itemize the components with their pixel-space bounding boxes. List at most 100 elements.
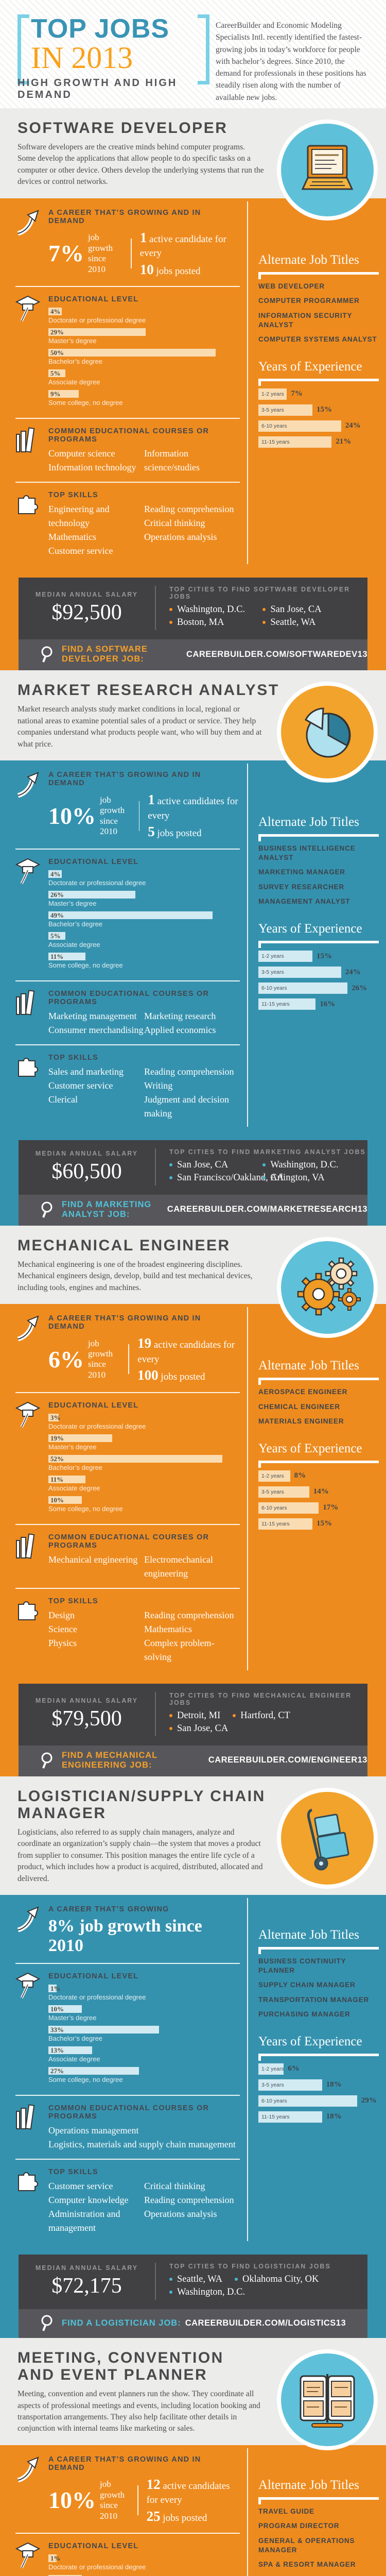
courses-col1: Mechanical engineering: [48, 1554, 138, 1565]
skills-label: TOP SKILLS: [48, 1053, 98, 1062]
divider: [137, 2485, 138, 2516]
cities-label: TOP CITIES TO FIND SOFTWARE DEVELOPER JO…: [169, 586, 350, 601]
laptop-icon: [277, 120, 378, 221]
education-label: EDUCATIONAL LEVEL: [48, 1972, 139, 1981]
underline: [258, 1378, 379, 1385]
underline: [258, 834, 379, 842]
underline: [258, 1947, 379, 1955]
growth-label: A CAREER THAT’S GROWING AND IN DEMAND: [48, 208, 201, 225]
candidates-stat: 1 active candidate for every 10 jobs pos…: [139, 229, 226, 277]
education-chart: 3% Doctorate or professional degree 19% Ma…: [48, 1413, 240, 1513]
find-job-link[interactable]: CAREERBUILDER.COM/SOFTWAREDEV13: [186, 649, 367, 659]
experience-chart: 1-2 years 7% 3-5 years 15% 6-10 years 24% 1…: [258, 388, 379, 448]
hand-truck-icon: [277, 1787, 378, 1889]
skills-label: TOP SKILLS: [48, 491, 98, 500]
graduation-cap-icon: [15, 1972, 41, 1999]
skills-label: TOP SKILLS: [48, 2168, 98, 2177]
section-market-research-analyst: MARKET RESEARCH ANALYST Market research …: [0, 670, 386, 1226]
skills-col2: Reading comprehension Mathematics Complex …: [144, 1609, 234, 1662]
section-mechanical-engineer: MECHANICAL ENGINEER Mechanical engineeri…: [0, 1225, 386, 1776]
growth-row: A CAREER THAT’S GROWING AND IN DEMAND 10…: [15, 764, 240, 848]
section-logistician-supply-chain-manager: LOGISTICIAN/SUPPLY CHAIN MANAGER Logisti…: [0, 1776, 386, 2338]
find-job-label: FIND A MARKETING ANALYST JOB:: [62, 1199, 152, 1219]
right-column: Alternate Job Titles BUSINESS INTELLIGEN…: [248, 815, 379, 1127]
skills-row: TOP SKILLS Customer service Computer know…: [15, 2161, 240, 2241]
education-row: EDUCATIONAL LEVEL 4% Doctorate or profess…: [15, 851, 240, 979]
section-description: Meeting, convention and event planners r…: [17, 2389, 260, 2433]
divider: [155, 586, 156, 631]
cities-label: TOP CITIES TO FIND MECHANICAL ENGINEER J…: [169, 1691, 352, 1706]
courses-row: COMMON EDUCATIONAL COURSES OR PROGRAMS M…: [15, 1526, 240, 1587]
cities-label: TOP CITIES TO FIND MARKETING ANALYST JOB…: [169, 1148, 366, 1156]
left-bracket-icon: [17, 14, 29, 84]
education-row: EDUCATIONAL LEVEL 1% Doctorate or profess…: [15, 2535, 240, 2576]
cities-list: Detroit, MI Hartford, CT San Jose, CA: [169, 1710, 367, 1736]
page-title-line1: TOP JOBS: [31, 14, 170, 44]
growth-arrow-icon: [15, 1905, 41, 1933]
divider: [130, 239, 132, 269]
underline: [258, 378, 379, 386]
underline: [258, 2053, 379, 2061]
growth-big-line: 8% job growth since 2010: [48, 1917, 202, 1956]
experience-chart: 1-2 years 15% 3-5 years 24% 6-10 years 26% …: [258, 951, 379, 1010]
courses-col1: Marketing management Consumer merchandisi…: [48, 1010, 144, 1035]
section-description: Logisticians, also referred to as supply…: [17, 1827, 263, 1883]
growth-label: A CAREER THAT’S GROWING AND IN DEMAND: [48, 771, 201, 788]
alt-titles-heading: Alternate Job Titles: [258, 815, 359, 829]
growth-label: A CAREER THAT’S GROWING AND IN DEMAND: [48, 1314, 201, 1331]
skills-col2: Reading comprehension Critical thinking Op…: [144, 504, 234, 543]
alt-titles-heading: Alternate Job Titles: [258, 1928, 359, 1942]
courses-col1: Computer science Information technology: [48, 448, 136, 473]
find-job-link[interactable]: CAREERBUILDER.COM/ENGINEER13: [208, 1755, 367, 1765]
growth-arrow-icon: [15, 771, 41, 798]
candidates-stat: 19 active candidates for every 100 jobs …: [137, 1335, 235, 1383]
underline: [258, 2497, 379, 2504]
books-icon: [15, 990, 41, 1015]
courses-row: COMMON EDUCATIONAL COURSES OR PROGRAMS C…: [15, 420, 240, 481]
skills-col2: Critical thinking Reading comprehension Op…: [144, 2181, 234, 2219]
growth-percent: 6%: [48, 1346, 84, 1372]
underline: [258, 1460, 379, 1468]
alt-titles-list: BUSINESS INTELLIGENCE ANALYST MARKETING M…: [258, 844, 356, 906]
puzzle-piece-icon: [15, 491, 41, 515]
education-row: EDUCATIONAL LEVEL 1% Doctorate or profess…: [15, 1965, 240, 2094]
cities-label: TOP CITIES TO FIND LOGISTICIAN JOBS: [169, 2263, 331, 2270]
courses-col2: Electromechanical engineering: [144, 1554, 213, 1579]
salary-band: MEDIAN ANNUAL SALARY $92,500 TOP CITIES T…: [19, 578, 367, 640]
books-icon: [15, 427, 41, 453]
find-job-link[interactable]: CAREERBUILDER.COM/LOGISTICS13: [185, 2318, 346, 2328]
skills-row: TOP SKILLS Design Science Physics Reading …: [15, 1590, 240, 1670]
skills-col1: Design Science Physics: [48, 1609, 77, 1648]
growth-arrow-icon: [15, 2455, 41, 2482]
growth-label: A CAREER THAT’S GROWING: [48, 1905, 169, 1914]
growth-row: A CAREER THAT’S GROWING AND IN DEMAND 10…: [15, 2448, 240, 2532]
salary-label: MEDIAN ANNUAL SALARY: [35, 591, 138, 599]
courses-label: COMMON EDUCATIONAL COURSES OR PROGRAMS: [48, 989, 209, 1006]
courses-label: COMMON EDUCATIONAL COURSES OR PROGRAMS: [48, 427, 209, 444]
right-column: Alternate Job Titles BUSINESS CONTINUITY…: [248, 1928, 379, 2241]
find-job-strip: FIND A LOGISTICIAN JOB: CAREERBUILDER.CO…: [19, 2309, 367, 2338]
header: TOP JOBS IN 2013 HIGH GROWTH AND HIGH DE…: [0, 0, 386, 108]
graduation-cap-icon: [15, 295, 41, 322]
growth-percent: 10%: [48, 2487, 96, 2514]
growth-arrow-icon: [15, 209, 41, 235]
courses-col2: Marketing research Applied economics: [144, 1010, 216, 1035]
growth-percent: 7%: [48, 240, 84, 267]
growth-arrow-icon: [15, 1314, 41, 1342]
salary-band: MEDIAN ANNUAL SALARY $72,175 TOP CITIES T…: [19, 2255, 367, 2310]
right-column: Alternate Job Titles AEROSPACE ENGINEER C…: [248, 1359, 379, 1670]
education-chart: 1%Doctorate or professional degree 10%Ma…: [48, 1985, 240, 2083]
section-software-developer: SOFTWARE DEVELOPER Software developers a…: [0, 108, 386, 671]
salary-label: MEDIAN ANNUAL SALARY: [35, 2264, 138, 2272]
salary-amount: $60,500: [51, 1159, 122, 1183]
growth-sub: job growth since 2010: [100, 2479, 125, 2521]
growth-row: A CAREER THAT’S GROWING AND IN DEMAND 6%…: [15, 1307, 240, 1391]
section-title: SOFTWARE DEVELOPER: [17, 120, 228, 137]
find-job-link[interactable]: CAREERBUILDER.COM/MARKETRESEARCH13: [167, 1205, 367, 1214]
find-job-label: FIND A SOFTWARE DEVELOPER JOB:: [62, 645, 148, 664]
skills-col1: Customer service Computer knowledge Admini…: [48, 2181, 129, 2233]
education-label: EDUCATIONAL LEVEL: [48, 1401, 139, 1410]
growth-row: A CAREER THAT’S GROWING AND IN DEMAND 7%…: [15, 201, 240, 285]
header-intro-text: CareerBuilder and Economic Modeling Spec…: [216, 21, 366, 102]
skills-col1: Engineering and technology Mathematics Cus…: [48, 504, 113, 556]
